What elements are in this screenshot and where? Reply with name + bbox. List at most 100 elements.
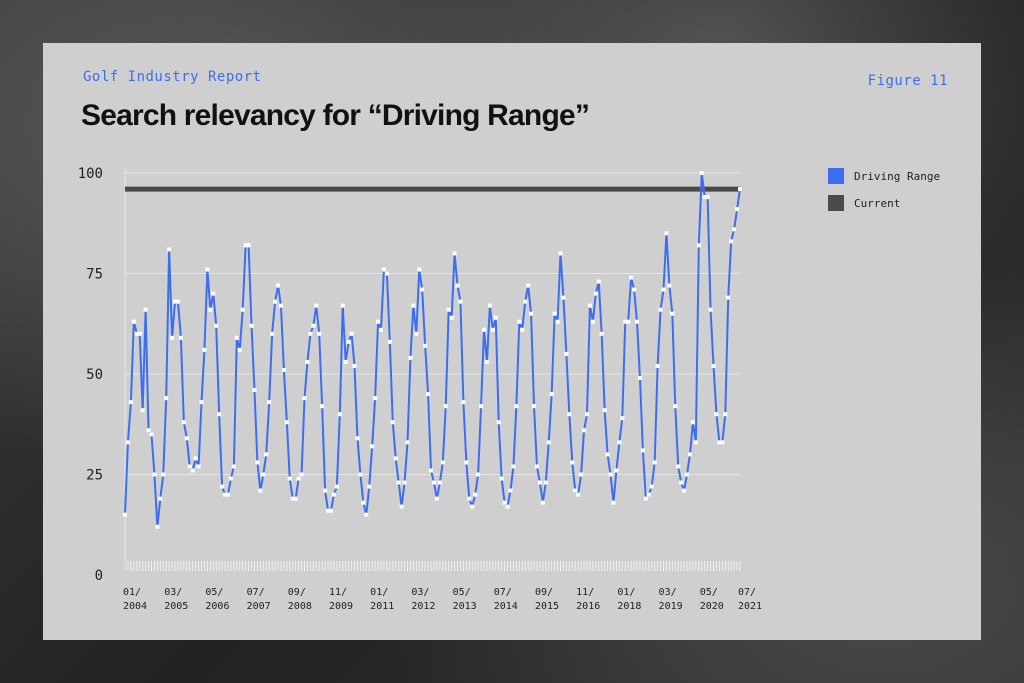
data-point bbox=[708, 307, 713, 312]
data-point bbox=[523, 299, 528, 304]
x-tick-label: 05/ bbox=[700, 587, 718, 598]
data-point bbox=[408, 355, 413, 360]
data-point bbox=[125, 440, 130, 445]
data-point bbox=[537, 480, 542, 485]
data-point bbox=[529, 311, 534, 316]
x-tick-label: 07/ bbox=[247, 587, 265, 598]
x-tick-label: 03/ bbox=[164, 587, 182, 598]
data-point bbox=[396, 480, 401, 485]
data-point bbox=[437, 480, 442, 485]
data-point bbox=[290, 496, 295, 501]
data-point bbox=[511, 464, 516, 469]
legend-swatch-driving-range bbox=[828, 168, 844, 184]
data-point bbox=[411, 303, 416, 308]
data-point bbox=[479, 404, 484, 409]
x-tick-label: 2011 bbox=[370, 601, 394, 612]
data-point bbox=[158, 496, 163, 501]
data-point bbox=[264, 452, 269, 457]
data-point bbox=[729, 239, 734, 244]
data-point bbox=[246, 243, 251, 248]
y-tick-label: 25 bbox=[86, 468, 103, 484]
data-point bbox=[349, 331, 354, 336]
data-point bbox=[705, 195, 710, 200]
data-point bbox=[393, 456, 398, 461]
data-point bbox=[211, 291, 216, 296]
data-point bbox=[205, 267, 210, 272]
data-point bbox=[123, 512, 127, 517]
data-point bbox=[702, 195, 707, 200]
data-point bbox=[714, 412, 719, 417]
data-point bbox=[243, 243, 248, 248]
x-tick-label: 05/ bbox=[205, 587, 223, 598]
data-point bbox=[508, 488, 513, 493]
x-tick-label: 11/ bbox=[576, 587, 594, 598]
data-point bbox=[543, 480, 548, 485]
data-point bbox=[717, 440, 722, 445]
report-card: Golf Industry Report Figure 11 Search re… bbox=[43, 43, 981, 640]
x-tick-label: 01/ bbox=[370, 587, 388, 598]
data-point bbox=[340, 303, 345, 308]
data-point bbox=[676, 464, 681, 469]
data-point bbox=[167, 247, 172, 252]
x-tick-label: 2009 bbox=[329, 601, 353, 612]
data-point bbox=[193, 456, 198, 461]
data-point bbox=[140, 408, 145, 413]
data-point bbox=[470, 504, 475, 509]
data-point bbox=[184, 436, 189, 441]
data-point bbox=[555, 319, 560, 324]
data-point bbox=[355, 436, 360, 441]
data-point bbox=[576, 492, 581, 497]
data-point bbox=[175, 299, 180, 304]
x-tick-label: 2018 bbox=[617, 601, 641, 612]
data-point bbox=[361, 500, 366, 505]
data-point bbox=[190, 468, 195, 473]
data-point bbox=[367, 484, 372, 489]
data-point bbox=[582, 428, 587, 433]
x-tick-label: 2019 bbox=[659, 601, 683, 612]
x-tick-label: 2006 bbox=[205, 601, 229, 612]
data-point bbox=[514, 404, 519, 409]
data-point bbox=[473, 492, 478, 497]
y-tick-label: 0 bbox=[95, 568, 103, 584]
x-tick-label: 05/ bbox=[453, 587, 471, 598]
data-point bbox=[670, 311, 675, 316]
data-point bbox=[202, 347, 207, 352]
data-point bbox=[464, 460, 469, 465]
data-point bbox=[128, 400, 133, 405]
data-point bbox=[590, 319, 595, 324]
data-point bbox=[626, 319, 631, 324]
data-point bbox=[296, 476, 301, 481]
x-tick-label: 2012 bbox=[411, 601, 435, 612]
data-point bbox=[155, 524, 160, 529]
data-point bbox=[152, 472, 157, 477]
data-point bbox=[679, 480, 684, 485]
data-point bbox=[220, 484, 225, 489]
x-tick-label: 2013 bbox=[453, 601, 477, 612]
data-point bbox=[217, 412, 222, 417]
data-point bbox=[278, 303, 283, 308]
legend-item-driving-range: Driving Range bbox=[828, 168, 940, 184]
data-point bbox=[605, 452, 610, 457]
data-point bbox=[273, 299, 278, 304]
data-point bbox=[490, 327, 495, 332]
data-point bbox=[199, 400, 204, 405]
legend-label-current: Current bbox=[854, 196, 901, 210]
data-point bbox=[346, 339, 351, 344]
data-point bbox=[526, 283, 531, 288]
data-point bbox=[673, 404, 678, 409]
data-point bbox=[387, 339, 392, 344]
data-point bbox=[231, 464, 236, 469]
data-point bbox=[614, 468, 619, 473]
data-point bbox=[685, 472, 690, 477]
x-tick-label: 03/ bbox=[411, 587, 429, 598]
x-tick-label: 11/ bbox=[329, 587, 347, 598]
data-point bbox=[399, 504, 404, 509]
chart-title: Search relevancy for “Driving Range” bbox=[81, 99, 590, 132]
x-tick-label: 2014 bbox=[494, 601, 518, 612]
data-point bbox=[423, 343, 428, 348]
data-point bbox=[328, 508, 333, 513]
data-point bbox=[358, 472, 363, 477]
data-point bbox=[270, 331, 275, 336]
data-point bbox=[320, 404, 325, 409]
data-point bbox=[223, 492, 228, 497]
